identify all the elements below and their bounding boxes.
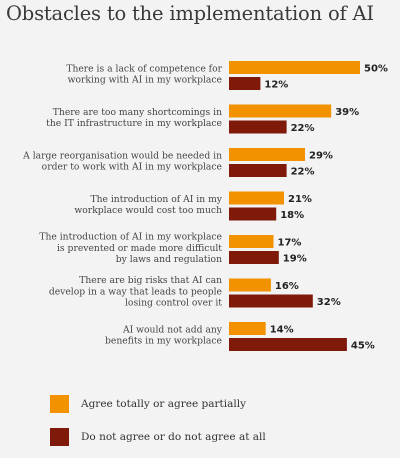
data-label-agree: 50% — [364, 64, 388, 75]
legend-label-disagree: Do not agree or do not agree at all — [81, 431, 266, 443]
bar-agree — [229, 148, 305, 161]
category-label: benefits in my workplace — [105, 336, 222, 347]
bar-chart: There is a lack of competence forworking… — [22, 61, 388, 352]
bar-disagree — [229, 207, 277, 221]
data-label-agree: 17% — [278, 238, 302, 249]
chart-title: Obstacles to the implementation of AI — [6, 2, 374, 25]
bar-agree — [229, 104, 332, 118]
data-label-disagree: 22% — [291, 167, 315, 178]
category-label: A large reorganisation would be needed i… — [22, 150, 222, 161]
category-label: The introduction of AI in my workplace — [39, 232, 222, 243]
data-label-disagree: 12% — [264, 80, 288, 91]
bar-agree — [229, 235, 274, 248]
data-label-disagree: 18% — [280, 210, 304, 221]
data-label-disagree: 45% — [351, 341, 375, 352]
bar-disagree — [229, 120, 287, 134]
data-label-agree: 39% — [335, 107, 359, 118]
category-label: There are too many shortcomings in — [53, 107, 222, 118]
category-label: order to work with AI in my workplace — [42, 162, 222, 173]
data-label-agree: 29% — [309, 151, 333, 162]
bar-disagree — [229, 294, 313, 308]
data-label-agree: 16% — [275, 281, 299, 292]
data-label-disagree: 32% — [317, 297, 341, 308]
category-label: working with AI in my workplace — [68, 75, 222, 86]
category-label: by laws and regulation — [116, 254, 222, 265]
category-label: The introduction of AI in my — [90, 194, 222, 205]
legend-label-agree: Agree totally or agree partially — [81, 398, 247, 410]
category-label: the IT infrastructure in my workplace — [46, 118, 222, 129]
category-label: is prevented or made more difficult — [57, 243, 222, 254]
legend-swatch-agree — [50, 395, 69, 413]
bar-agree — [229, 322, 266, 335]
legend-swatch-disagree — [50, 428, 69, 446]
category-label: There is a lack of competence for — [66, 63, 222, 74]
legend-item-agree: Agree totally or agree partially — [50, 392, 266, 416]
category-label: workplace would cost too much — [74, 205, 222, 216]
bar-agree — [229, 278, 271, 292]
category-label: There are big risks that AI can — [79, 275, 222, 286]
category-label: AI would not add any — [122, 324, 223, 335]
data-label-disagree: 22% — [291, 123, 315, 134]
bar-disagree — [229, 251, 279, 264]
bar-disagree — [229, 77, 261, 90]
category-label: losing control over it — [125, 298, 222, 309]
data-label-agree: 21% — [288, 194, 312, 205]
data-label-disagree: 19% — [283, 254, 307, 265]
data-label-agree: 14% — [270, 325, 294, 336]
bar-disagree — [229, 338, 347, 351]
bar-agree — [229, 191, 284, 205]
category-label: develop in a way that leads to people — [49, 286, 222, 297]
legend-item-disagree: Do not agree or do not agree at all — [50, 425, 266, 449]
legend: Agree totally or agree partially Do not … — [50, 392, 266, 458]
bar-agree — [229, 61, 360, 74]
bar-disagree — [229, 164, 287, 177]
